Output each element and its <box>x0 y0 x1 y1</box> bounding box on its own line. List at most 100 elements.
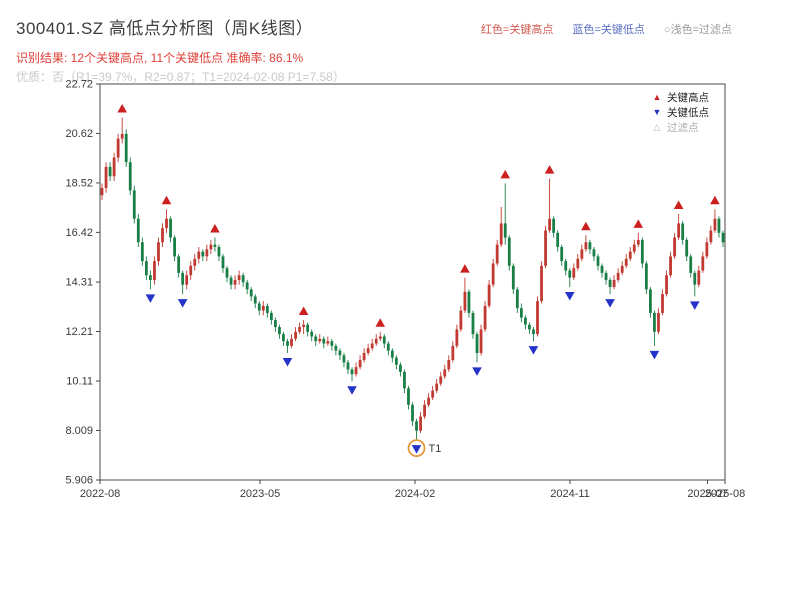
candles-group <box>100 117 725 441</box>
header-legend-filter: ○浅色=过滤点 <box>663 24 732 36</box>
candle-body <box>205 249 209 257</box>
candle-body <box>459 310 463 330</box>
key-high-marker <box>633 219 644 228</box>
x-tick-label: 2022-08 <box>80 488 120 500</box>
candle-body <box>592 249 596 257</box>
candle-body <box>600 265 604 273</box>
candle-body <box>370 343 374 349</box>
key-low-marker <box>689 301 700 310</box>
candle-body <box>447 360 451 370</box>
key-low-marker <box>528 346 539 355</box>
candle-body <box>407 388 410 405</box>
y-tick-label: 22.72 <box>65 79 93 91</box>
candle-body <box>628 251 632 259</box>
key-low-marker <box>347 386 357 395</box>
candle-body <box>705 242 709 257</box>
candle-body <box>282 334 285 342</box>
candle-body <box>685 239 689 257</box>
x-axis: 2022-08 2023-05 2024-02 2024-11 2025-072025-… <box>80 480 745 500</box>
candle-body <box>302 324 306 328</box>
candle-body <box>499 223 503 245</box>
key-high-marker <box>710 195 720 205</box>
candle-body <box>661 294 664 313</box>
t1-circle-icon <box>407 439 426 458</box>
candle-body <box>451 345 455 361</box>
candle-body <box>257 303 261 311</box>
candle-body <box>177 256 181 273</box>
plot-legend-label: 关键低点 <box>667 107 709 119</box>
x-tick-label: 2025-07 <box>687 488 727 500</box>
candle-body <box>233 279 237 285</box>
candle-body <box>584 242 588 250</box>
candle-body <box>185 275 189 285</box>
key-high-marker <box>673 200 684 210</box>
candle-body <box>108 166 112 177</box>
candle-body <box>709 230 713 243</box>
candle-body <box>532 329 535 335</box>
candle-body <box>390 350 394 358</box>
candle-body <box>165 218 168 229</box>
candle-body <box>322 338 326 344</box>
candle-body <box>612 279 616 288</box>
key-high-marker <box>298 306 309 315</box>
candle-body <box>197 251 201 259</box>
candle-body <box>306 324 310 332</box>
candle-body <box>128 162 132 191</box>
key-low-marker <box>605 299 615 308</box>
header-legend-key-low: 蓝色=关键低点 <box>572 24 645 36</box>
candle-body <box>677 223 681 238</box>
candle-body <box>386 343 390 351</box>
key-high-triangle-icon: ▲ <box>652 92 662 102</box>
candle-body <box>346 362 350 370</box>
candle-body <box>294 331 297 339</box>
key-low-marker <box>282 357 293 367</box>
candle-body <box>334 345 338 351</box>
candle-body <box>427 397 431 405</box>
key-high-marker <box>161 195 172 205</box>
candle-body <box>213 244 217 247</box>
y-tick-label: 10.11 <box>66 375 93 387</box>
candle-body <box>358 360 362 368</box>
candle-body <box>681 223 685 240</box>
header-legend: 红色=关键高点 蓝色=关键低点 ○浅色=过滤点 <box>465 21 732 37</box>
candle-body <box>350 369 354 375</box>
candle-body <box>278 327 281 335</box>
key-low-triangle-icon: ▼ <box>652 107 662 117</box>
candle-body <box>576 258 580 269</box>
candle-body <box>286 341 289 346</box>
candle-body <box>693 272 697 285</box>
candle-body <box>112 157 116 177</box>
x-tick-label: 2024-11 <box>550 488 590 500</box>
candle-body <box>161 228 164 243</box>
plot-legend: ▲ 关键高点 ▼ 关键低点 △ 过滤点 <box>646 89 713 136</box>
candle-body <box>120 133 124 139</box>
candle-body <box>544 230 547 266</box>
candle-body <box>140 242 144 262</box>
candle-body <box>149 275 152 280</box>
candle-body <box>354 367 358 375</box>
filter-triangle-icon: △ <box>653 122 661 132</box>
plot-legend-label: 关键高点 <box>667 92 709 104</box>
y-tick-label: 14.31 <box>65 277 93 289</box>
candle-body <box>669 256 672 276</box>
plot-legend-row-key-high: ▲ 关键高点 <box>650 90 709 105</box>
key-high-marker <box>460 264 470 273</box>
key-high-marker <box>375 318 386 327</box>
plot-legend-row-filter: △ 过滤点 <box>650 120 709 135</box>
candle-body <box>608 279 612 288</box>
candle-body <box>249 289 253 297</box>
candle-body <box>657 312 660 332</box>
candle-body <box>479 329 483 353</box>
candle-body <box>463 291 467 311</box>
candle-body <box>225 268 229 278</box>
candle-body <box>173 237 176 257</box>
candle-body <box>435 383 439 391</box>
candle-body <box>403 371 406 389</box>
candle-body <box>713 218 717 231</box>
x-tick-label: 2024-02 <box>395 488 435 500</box>
candle-body <box>717 218 721 233</box>
y-tick-label: 12.21 <box>65 326 93 338</box>
candle-body <box>524 317 527 325</box>
candle-body <box>253 296 257 304</box>
candle-body <box>338 350 342 356</box>
